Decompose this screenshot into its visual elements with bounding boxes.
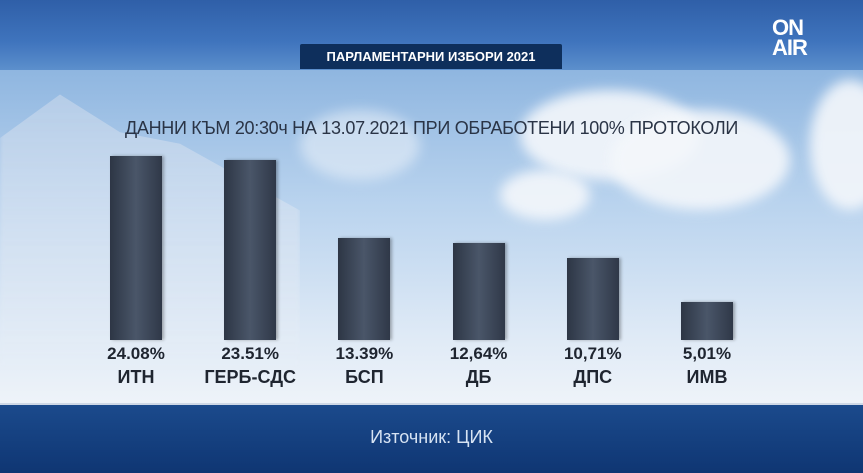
data-label: 23.51% <box>221 344 280 363</box>
bar-4 <box>566 258 619 340</box>
category-label: ДБ <box>465 367 492 387</box>
on-air-logo: ON AIR <box>772 15 808 60</box>
election-banner: ПАРЛАМЕНТАРНИ ИЗБОРИ 2021 <box>300 44 562 69</box>
data-label: 24.08% <box>107 344 165 363</box>
category-label: ДПС <box>573 367 613 387</box>
bar-0 <box>110 156 162 340</box>
category-label: БСП <box>345 367 384 387</box>
bar-3 <box>452 243 505 340</box>
category-label: ГЕРБ-СДС <box>204 367 297 387</box>
source-label: Източник: ЦИК <box>370 427 493 447</box>
bottom-band: Източник: ЦИК <box>0 403 863 473</box>
category-label: ИМВ <box>686 367 728 387</box>
chart-title: ДАННИ КЪМ 20:30ч НА 13.07.2021 ПРИ ОБРАБ… <box>124 118 739 138</box>
bar-1 <box>224 160 277 340</box>
bar-5 <box>681 301 733 340</box>
sky-background <box>0 70 863 403</box>
category-label: ИТН <box>117 367 155 387</box>
data-label: 10,71% <box>563 344 622 363</box>
data-label: 5,01% <box>682 344 732 363</box>
data-label: 13.39% <box>335 344 394 363</box>
data-label: 12,64% <box>449 344 508 363</box>
bar-2 <box>338 237 391 340</box>
